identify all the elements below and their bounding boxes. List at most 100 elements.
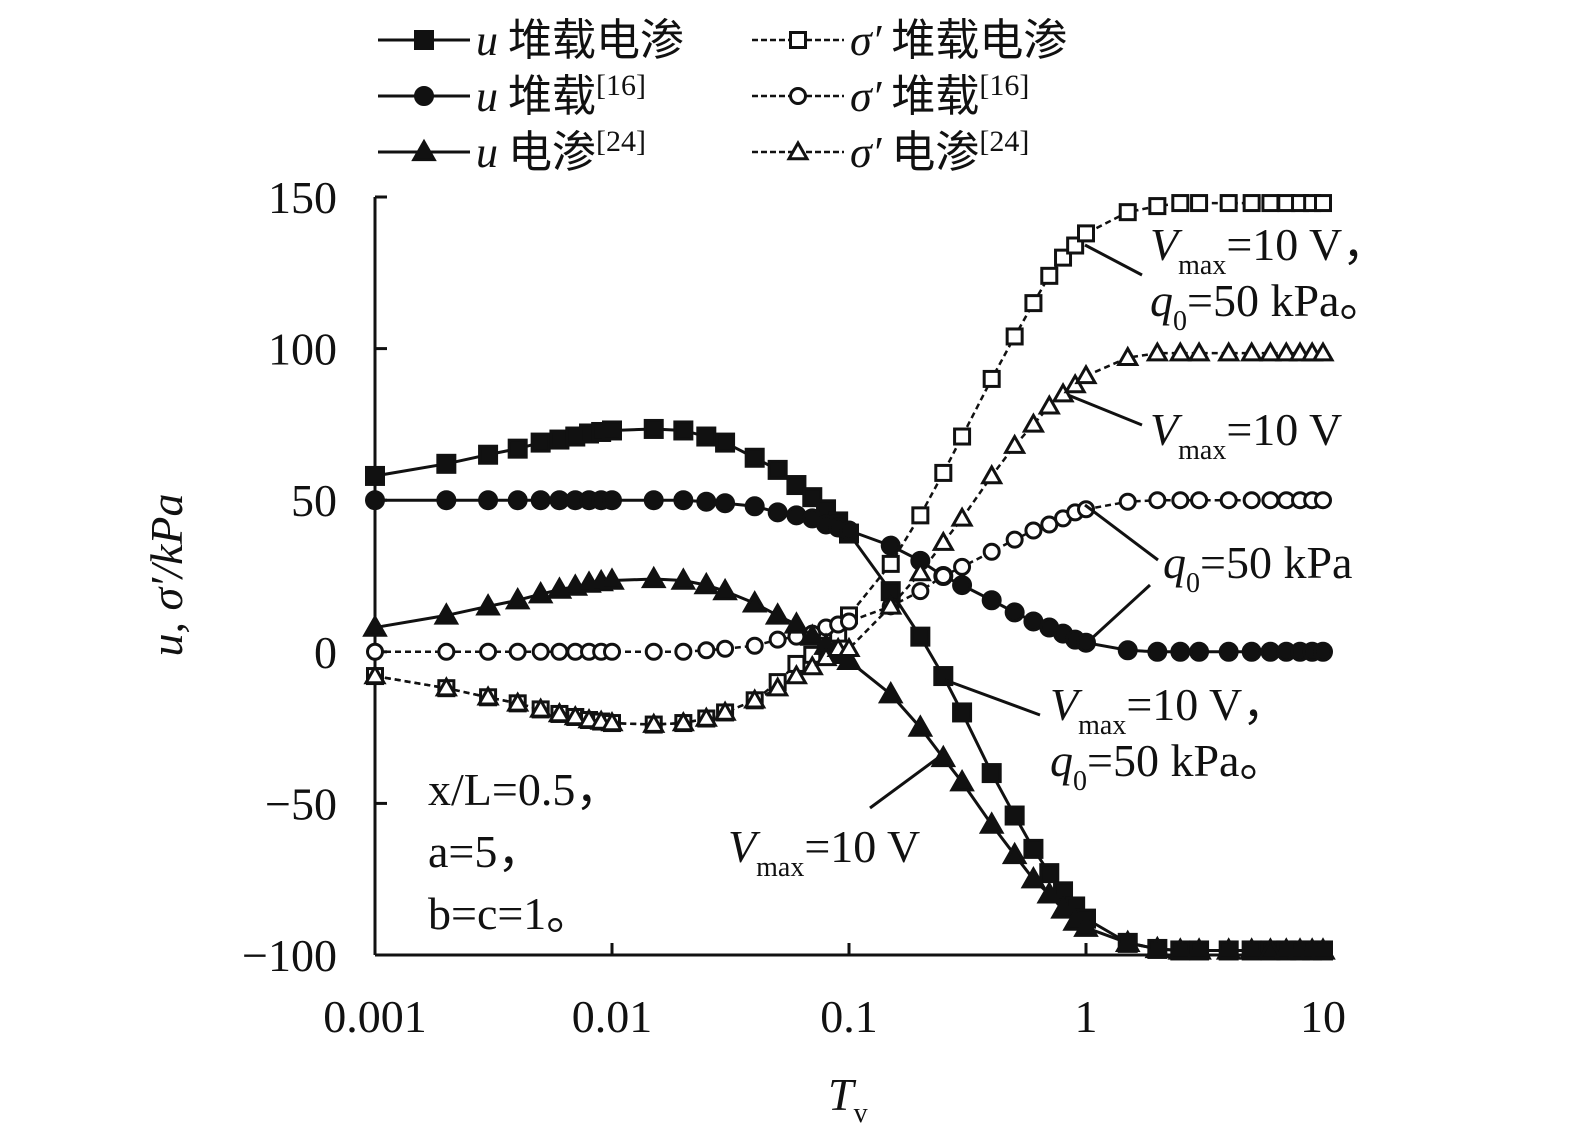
data-point-5 [1003,433,1027,454]
y-tick-label: 50 [291,475,337,526]
data-point-5 [1274,341,1298,362]
data-point-0 [365,465,385,486]
x-axis-label: Tv [828,1069,868,1129]
data-point-2 [880,535,901,556]
data-point-0 [1004,805,1025,826]
data-point-2 [981,590,1002,611]
data-point-0 [436,453,457,474]
legend-marker [414,86,434,106]
data-point-2 [952,575,973,596]
annotations: x/L=0.5，a=5，b=c=1。Vmax=10 V，q0=50 kPa。Vm… [428,219,1388,939]
data-point-2 [744,496,765,517]
annotation-value: =50 kPa [1200,537,1352,588]
data-point-3 [1024,521,1043,540]
data-point-1 [1261,194,1280,213]
data-point-2 [696,491,717,512]
legend-entry: u 堆载[16] [476,69,646,121]
data-point-4 [433,602,460,625]
data-point-4 [362,614,388,637]
legend-marker [789,31,807,49]
y-tick-label: 100 [268,324,337,375]
legend-entry: u 堆载电渗 [476,16,684,65]
data-point-3 [716,639,735,658]
annotation-value: =50 kPa。 [1187,275,1385,326]
legend-name: 堆载电渗 [891,16,1067,65]
data-point-3 [508,642,527,661]
y-axis-label: u, σ′/kPa [141,493,192,656]
data-point-4 [1001,841,1028,865]
data-point-2 [643,490,664,511]
data-point-4 [1167,937,1194,960]
legend-entry: σ′ 电渗[24] [850,125,1029,177]
data-point-5 [476,685,500,706]
param-text: b=c=1。 [428,888,592,939]
annotation-vmax-q0-upper-line: q0=50 kPa。 [1150,275,1385,337]
data-point-3 [674,642,693,661]
data-point-4 [1238,937,1265,960]
annotation-value: =50 kPa。 [1087,735,1285,786]
data-point-2 [507,490,528,511]
y-tick-label: −50 [265,778,337,829]
data-point-1 [1118,203,1137,222]
annotation-vmax-q0-lower-line: Vmax=10 V， [1050,679,1288,741]
annotation-symbol: q [1050,735,1073,786]
annotation-symbol: V [1150,219,1183,270]
data-point-3 [1171,491,1190,510]
data-point-5 [908,560,932,582]
legend-name: 电渗 [508,128,596,177]
data-point-0 [786,475,807,496]
data-point-5 [980,463,1004,485]
legend-ref: [16] [596,69,646,102]
data-point-5 [547,701,572,723]
data-point-4 [1114,929,1141,953]
data-point-4 [1257,937,1284,960]
data-point-0 [1039,863,1060,884]
legend-entry: σ′ 堆载电渗 [850,16,1067,65]
data-point-3 [531,642,550,661]
data-point-0 [643,418,664,439]
data-point-1 [1219,194,1238,213]
annotation-q0-line: q0=50 kPa [1163,537,1352,599]
axes: 150 100 50 0 −50 −100 0.001 0.01 0.1 1 10 [242,172,1346,1042]
data-point-4 [527,580,554,604]
data-point-3 [1261,491,1280,510]
leader-line [1084,503,1159,562]
data-point-2 [365,490,385,511]
data-point-0 [715,432,736,453]
data-point-5 [837,636,861,658]
data-point-1 [1242,194,1261,213]
y-tick-label: 150 [268,172,337,223]
data-point-4 [836,647,862,671]
series-markers [362,194,1336,961]
data-point-0 [1023,838,1044,859]
data-point-5 [506,691,530,712]
data-point-4 [1144,935,1171,959]
data-point-3 [1118,492,1137,511]
data-point-5 [694,706,718,727]
data-point-3 [366,642,384,661]
data-point-2 [478,490,499,511]
legend-ref: [24] [596,125,646,158]
data-point-3 [437,642,456,661]
data-point-2 [1241,641,1262,662]
annotation-symbol: q [1150,275,1173,326]
legend-ref: [24] [979,125,1029,158]
data-point-2 [767,502,788,523]
legend-ref: [16] [979,69,1029,102]
data-point-4 [1310,937,1336,960]
data-point-0 [530,432,551,453]
data-point-4 [504,587,531,610]
data-point-4 [907,714,934,737]
data-point-2 [436,490,457,511]
data-point-5 [1145,341,1169,362]
annotation-value: =10 V， [1226,219,1388,270]
data-point-3 [550,642,569,661]
annotation-symbol: V [1150,404,1183,455]
data-point-4 [877,681,904,704]
legend-marker [411,138,437,162]
data-point-4 [1215,937,1242,960]
data-point-0 [952,702,973,723]
data-point-5 [363,664,387,685]
y-tick-label: 0 [314,627,337,678]
